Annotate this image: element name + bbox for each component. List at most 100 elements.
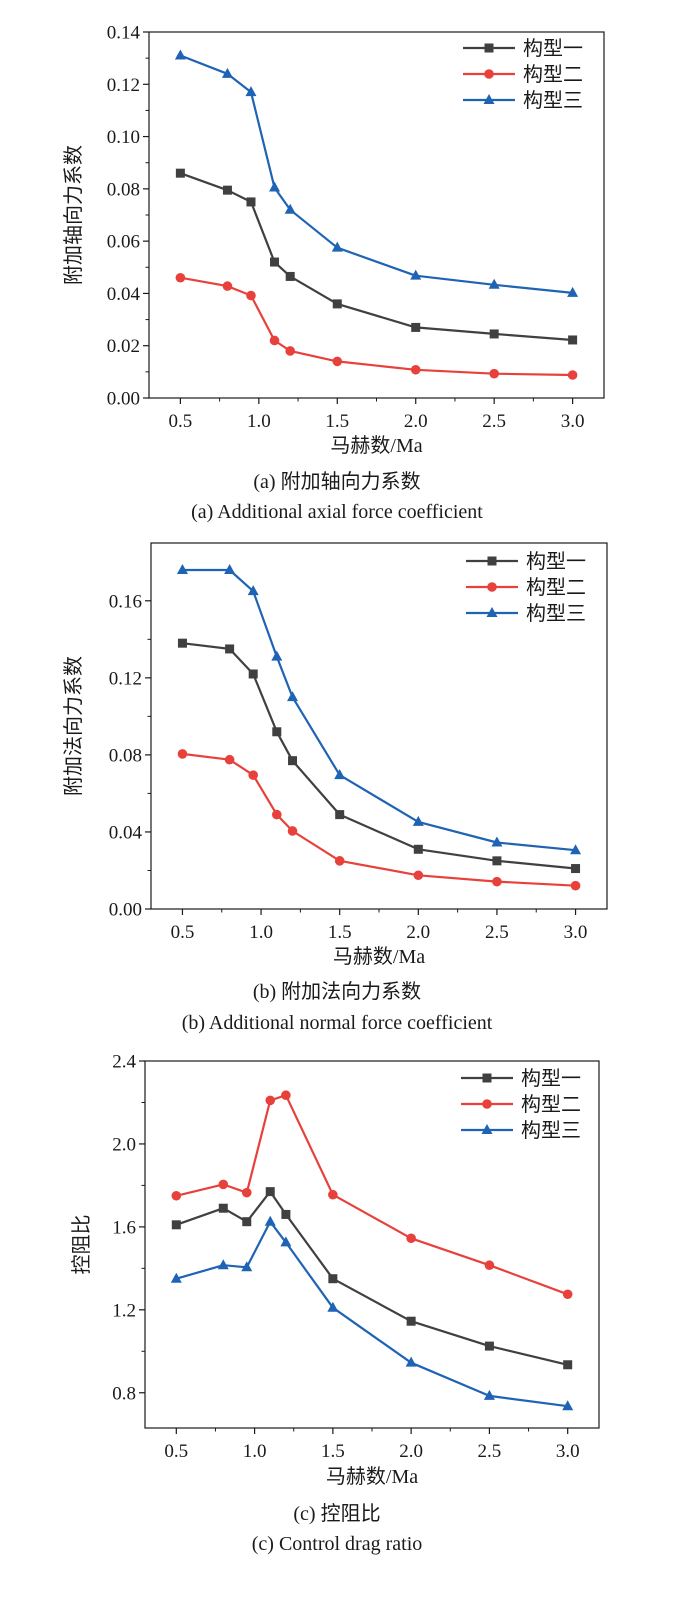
data-point <box>222 185 232 195</box>
data-point <box>246 197 256 207</box>
data-point <box>492 876 502 887</box>
data-point <box>271 809 282 820</box>
series-line <box>180 172 573 342</box>
data-point <box>170 1272 182 1283</box>
data-point <box>171 1190 182 1201</box>
data-point <box>406 1233 416 1244</box>
data-point <box>280 1236 292 1247</box>
data-point <box>224 754 235 765</box>
data-point <box>284 203 296 214</box>
x-tick-label: 2.5 <box>478 1441 502 1462</box>
x-tick-label: 3.0 <box>564 922 588 943</box>
data-point <box>410 269 422 280</box>
y-tick-label: 1.2 <box>112 1300 136 1321</box>
data-point <box>567 370 578 380</box>
data-point <box>570 844 582 855</box>
data-point <box>332 299 342 309</box>
x-axis-label: 马赫数/Ma <box>326 1465 418 1488</box>
legend-marker <box>487 556 497 566</box>
caption-en: (a) Additional axial force coefficient <box>191 501 483 523</box>
y-tick-label: 0.14 <box>107 23 141 44</box>
legend-marker <box>483 94 495 104</box>
series-line <box>182 642 576 870</box>
legend-label: 构型一 <box>521 1067 581 1090</box>
legend-label: 构型二 <box>523 63 583 86</box>
y-tick-label: 0.06 <box>107 232 140 253</box>
series-2 <box>175 272 578 380</box>
x-tick-label: 2.0 <box>399 1441 423 1462</box>
series-1 <box>171 1187 573 1370</box>
data-point <box>175 272 186 283</box>
data-point <box>176 563 188 574</box>
data-point <box>492 856 502 866</box>
series-3 <box>170 1215 574 1411</box>
data-point <box>335 810 345 820</box>
data-point <box>491 836 503 847</box>
series-3 <box>176 563 582 855</box>
data-point <box>406 1316 416 1326</box>
plot-frame <box>144 1060 600 1429</box>
data-point <box>287 691 299 702</box>
data-point <box>242 1217 252 1227</box>
data-point <box>271 650 283 661</box>
y-tick-label: 0.8 <box>112 1383 136 1404</box>
data-point <box>288 756 298 766</box>
plot-frame <box>148 31 605 399</box>
data-point <box>571 864 581 874</box>
x-tick-label: 2.0 <box>406 922 430 943</box>
x-tick-label: 0.5 <box>164 1441 188 1462</box>
data-point <box>405 1356 417 1367</box>
legend-label: 构型三 <box>526 602 586 625</box>
caption-zh: (b) 附加法向力系数 <box>253 980 421 1003</box>
series-line <box>176 1094 569 1296</box>
data-point <box>241 1261 253 1272</box>
y-tick-label: 2.0 <box>112 1134 136 1155</box>
data-point <box>563 1360 573 1370</box>
series-line <box>182 752 576 887</box>
data-point <box>221 67 233 78</box>
series-3 <box>174 49 579 297</box>
legend-label: 构型一 <box>526 550 586 573</box>
data-point <box>488 278 500 289</box>
series-1 <box>175 168 578 345</box>
data-point <box>413 844 423 854</box>
data-point <box>270 257 280 267</box>
legend-label: 构型一 <box>523 37 583 60</box>
legend-label: 构型二 <box>521 1093 581 1116</box>
x-tick-label: 3.0 <box>561 411 585 432</box>
caption-en: (b) Additional normal force coefficient <box>182 1012 493 1034</box>
y-tick-label: 0.16 <box>109 591 142 612</box>
data-point <box>484 1341 494 1351</box>
legend-item-3: 构型三 <box>461 1119 581 1142</box>
data-point <box>218 1179 229 1190</box>
data-point <box>483 1389 495 1400</box>
data-point <box>218 1203 228 1213</box>
x-axis-label: 马赫数/Ma <box>330 434 422 457</box>
data-point <box>175 168 185 178</box>
data-point <box>281 1209 291 1219</box>
x-tick-label: 1.5 <box>325 411 349 432</box>
data-point <box>332 356 343 367</box>
data-point <box>484 1260 495 1271</box>
legend-marker <box>481 1124 493 1134</box>
data-point <box>177 749 188 759</box>
y-tick-label: 0.00 <box>107 389 140 410</box>
data-point <box>328 1274 338 1284</box>
legend-marker <box>484 43 494 53</box>
data-point <box>411 322 421 332</box>
data-point <box>331 241 343 252</box>
y-axis-label: 控阻比 <box>70 1215 93 1275</box>
y-tick-label: 0.10 <box>107 127 140 148</box>
y-tick-label: 0.08 <box>107 179 140 200</box>
y-tick-label: 1.6 <box>112 1217 136 1238</box>
data-point <box>248 770 259 780</box>
series-2 <box>171 1090 573 1300</box>
data-point <box>327 1301 339 1312</box>
data-point <box>224 563 236 574</box>
caption-zh: (c) 控阻比 <box>293 1502 380 1525</box>
legend-marker <box>482 1099 492 1109</box>
x-tick-label: 0.5 <box>171 922 195 943</box>
series-line <box>180 54 573 294</box>
data-point <box>413 870 424 881</box>
data-point <box>328 1189 338 1200</box>
